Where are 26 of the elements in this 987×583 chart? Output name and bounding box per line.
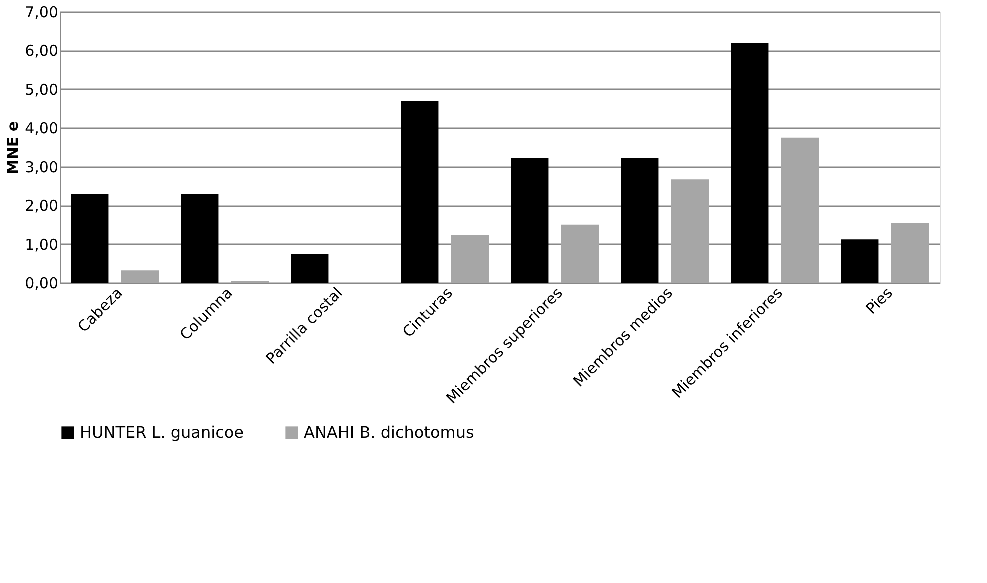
bar [891, 223, 929, 283]
y-axis-title: MNE e [4, 121, 22, 175]
y-tick-label: 4,00 [25, 120, 58, 138]
x-tick-label: Pies [862, 284, 896, 318]
legend-label: HUNTER L. guanicoe [80, 423, 244, 442]
bar [621, 158, 659, 283]
bar [561, 224, 599, 283]
bar [451, 235, 489, 283]
bar [291, 254, 329, 283]
legend-label: ANAHI B. dichotomus [304, 423, 474, 442]
bar [841, 240, 879, 283]
y-tick-label: 0,00 [25, 274, 58, 292]
y-tick-label: 1,00 [25, 236, 58, 254]
bar [71, 194, 109, 283]
bar [511, 158, 549, 283]
bar [401, 101, 439, 283]
y-tick-label: 7,00 [25, 4, 58, 22]
bar [731, 42, 769, 283]
y-tick-label: 2,00 [25, 197, 58, 216]
bar [781, 138, 819, 283]
y-tick-label: 3,00 [25, 158, 58, 176]
bar [181, 194, 219, 283]
y-tick-label: 6,00 [25, 42, 58, 60]
y-tick-label: 5,00 [25, 80, 58, 99]
bar [671, 180, 709, 283]
bar [121, 270, 159, 283]
